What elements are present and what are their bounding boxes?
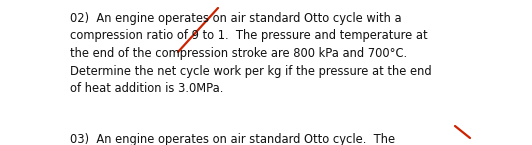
Text: of heat addition is 3.0MPa.: of heat addition is 3.0MPa. <box>70 82 223 95</box>
Text: 03)  An engine operates on air standard Otto cycle.  The: 03) An engine operates on air standard O… <box>70 133 395 145</box>
Text: the end of the compression stroke are 800 kPa and 700°C.: the end of the compression stroke are 80… <box>70 47 407 60</box>
Text: Determine the net cycle work per kg if the pressure at the end: Determine the net cycle work per kg if t… <box>70 65 431 77</box>
Text: 02)  An engine operates on air standard Otto cycle with a: 02) An engine operates on air standard O… <box>70 12 402 25</box>
Text: compression ratio of 9 to 1.  The pressure and temperature at: compression ratio of 9 to 1. The pressur… <box>70 29 428 42</box>
